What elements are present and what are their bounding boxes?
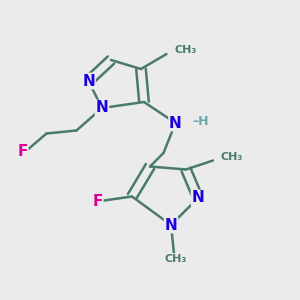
Text: N: N — [96, 100, 108, 116]
Text: F: F — [92, 194, 103, 208]
Text: CH₃: CH₃ — [174, 45, 196, 56]
Text: CH₃: CH₃ — [220, 152, 243, 163]
Text: N: N — [82, 74, 95, 88]
Text: N: N — [169, 116, 182, 130]
Text: –H: –H — [192, 115, 208, 128]
Text: N: N — [165, 218, 177, 232]
Text: CH₃: CH₃ — [164, 254, 187, 264]
Text: F: F — [17, 144, 28, 159]
Text: N: N — [192, 190, 204, 206]
